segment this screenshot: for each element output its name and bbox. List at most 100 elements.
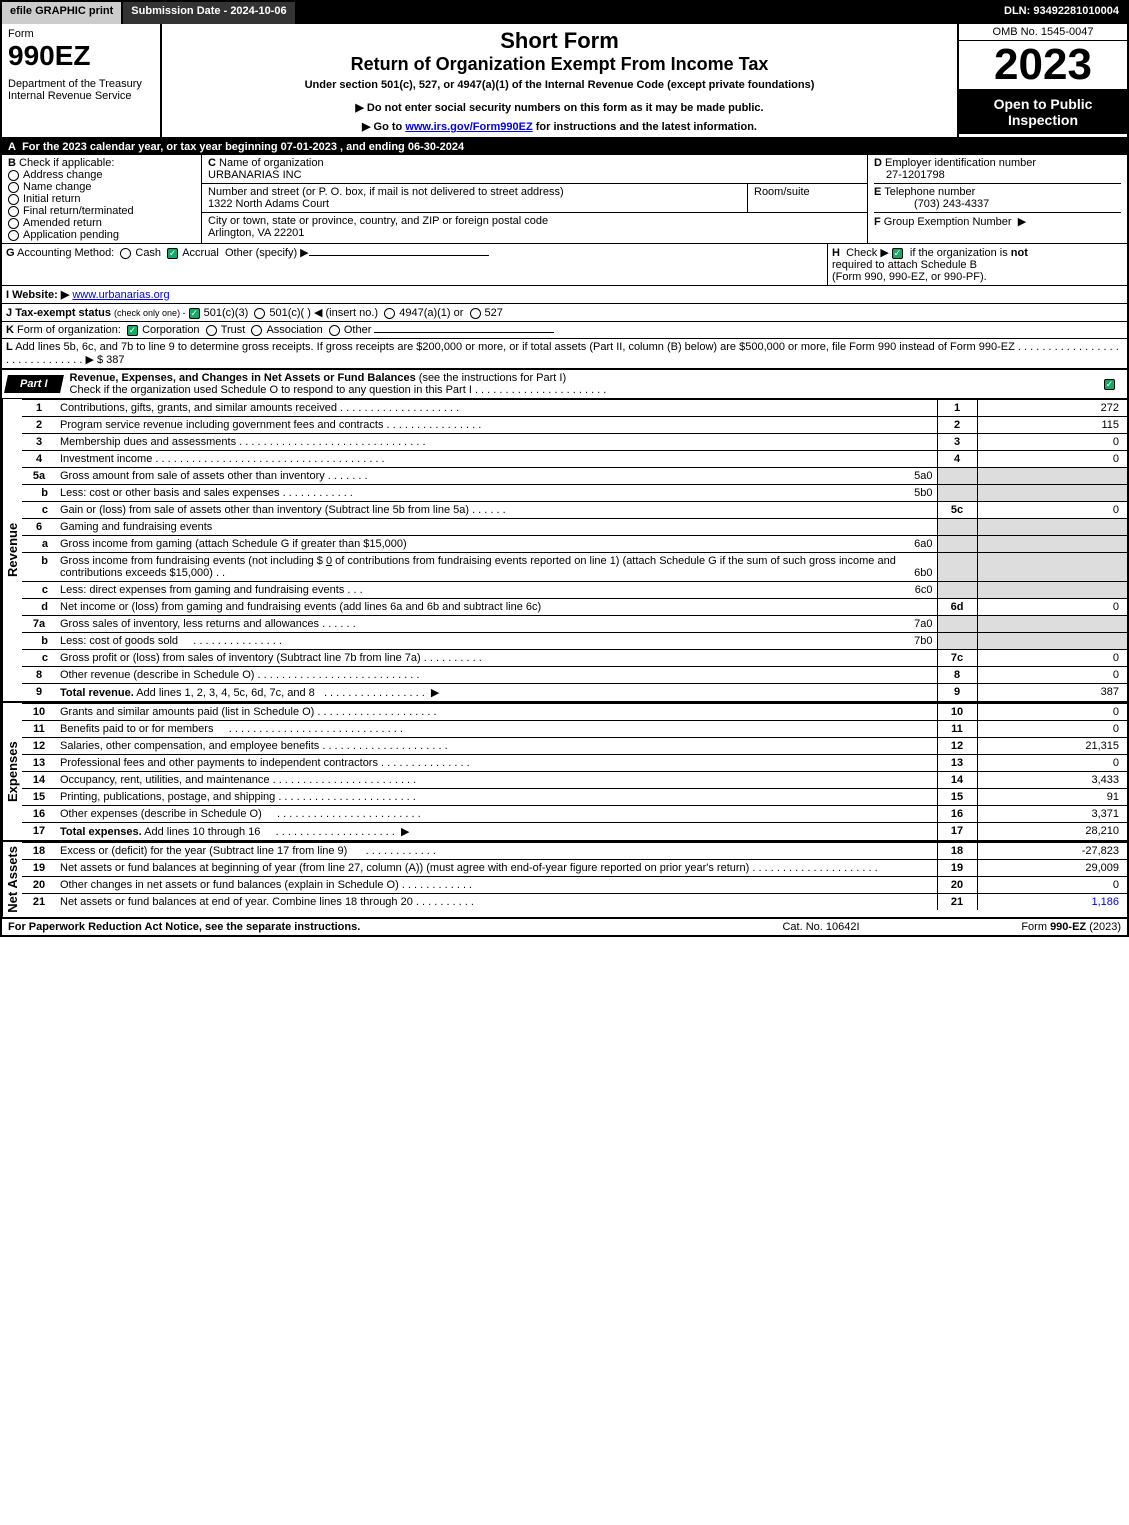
B-item: Initial return bbox=[23, 193, 80, 205]
checkbox-final-return[interactable] bbox=[8, 206, 19, 217]
A-label: A bbox=[8, 141, 16, 153]
checkbox-trust[interactable] bbox=[206, 325, 217, 336]
line-7a-inv: 0 bbox=[926, 618, 932, 630]
G-other: Other (specify) ▶ bbox=[225, 247, 309, 259]
C-label: C bbox=[208, 157, 216, 169]
line-17-txt: Total expenses. Add lines 10 through 16 … bbox=[56, 823, 937, 841]
K-other-fill[interactable] bbox=[374, 332, 554, 333]
badge-line1: Open to Public bbox=[963, 96, 1123, 112]
checkbox-H[interactable] bbox=[892, 248, 903, 259]
line-2-val: 115 bbox=[977, 417, 1127, 434]
B-item: Amended return bbox=[23, 217, 102, 229]
line-10-txt: Grants and similar amounts paid (list in… bbox=[56, 704, 937, 721]
L-text: Add lines 5b, 6c, and 7b to line 9 to de… bbox=[15, 341, 1015, 353]
checkbox-name-change[interactable] bbox=[8, 182, 19, 193]
B-item: Name change bbox=[23, 181, 92, 193]
line-1-txt: Contributions, gifts, grants, and simila… bbox=[56, 400, 937, 417]
K-o3: Association bbox=[266, 324, 322, 336]
E-val: (703) 243-4337 bbox=[874, 198, 989, 210]
form-subtitle: Return of Organization Exempt From Incom… bbox=[168, 54, 951, 75]
line-20-val: 0 bbox=[977, 877, 1127, 894]
F-arrow: ▶ bbox=[1018, 216, 1026, 228]
part-I-check-line: Check if the organization used Schedule … bbox=[70, 384, 472, 396]
line-6b-inv: 0 bbox=[926, 567, 932, 579]
line-7a: Gross sales of inventory, less returns a… bbox=[56, 616, 937, 633]
dept-line2: Internal Revenue Service bbox=[8, 90, 154, 102]
line-14-txt: Occupancy, rent, utilities, and maintena… bbox=[56, 772, 937, 789]
line-16-val: 3,371 bbox=[977, 806, 1127, 823]
checkbox-cash[interactable] bbox=[120, 248, 131, 259]
checkbox-amended-return[interactable] bbox=[8, 218, 19, 229]
line-6c-inv: 0 bbox=[926, 584, 932, 596]
part-I-header: Part I Revenue, Expenses, and Changes in… bbox=[2, 369, 1127, 399]
line-8-txt: Other revenue (describe in Schedule O) .… bbox=[56, 667, 937, 684]
line-6d-val: 0 bbox=[977, 599, 1127, 616]
line-7c-txt: Gross profit or (loss) from sales of inv… bbox=[56, 650, 937, 667]
line-10-val: 0 bbox=[977, 704, 1127, 721]
J-o1: 501(c)(3) bbox=[204, 307, 249, 319]
checkbox-schedule-O[interactable] bbox=[1104, 379, 1115, 390]
checkbox-corporation[interactable] bbox=[127, 325, 138, 336]
checkbox-527[interactable] bbox=[470, 308, 481, 319]
checkbox-application-pending[interactable] bbox=[8, 230, 19, 241]
row-J: J Tax-exempt status (check only one) - 5… bbox=[2, 304, 1127, 322]
line-8-val: 0 bbox=[977, 667, 1127, 684]
expenses-section: Expenses 10Grants and similar amounts pa… bbox=[2, 701, 1127, 840]
K-o4: Other bbox=[344, 324, 372, 336]
checkbox-4947[interactable] bbox=[384, 308, 395, 319]
C-street-lbl: Number and street (or P. O. box, if mail… bbox=[208, 186, 564, 198]
row-K: K Form of organization: Corporation Trus… bbox=[2, 322, 1127, 339]
submission-date: Submission Date - 2024-10-06 bbox=[123, 2, 296, 24]
line-4-val: 0 bbox=[977, 451, 1127, 468]
line-4-txt: Investment income . . . . . . . . . . . … bbox=[56, 451, 937, 468]
dept-line1: Department of the Treasury bbox=[8, 78, 154, 90]
row-I: I Website: ▶ www.urbanarias.org bbox=[2, 286, 1127, 304]
header-mid: Short Form Return of Organization Exempt… bbox=[162, 24, 957, 137]
H-text2: if the organization is bbox=[910, 247, 1011, 259]
expenses-vlabel: Expenses bbox=[2, 703, 22, 840]
B-label: B bbox=[8, 157, 16, 169]
line-6c: Less: direct expenses from gaming and fu… bbox=[56, 582, 937, 599]
H-not: not bbox=[1011, 247, 1028, 259]
B-item: Final return/terminated bbox=[23, 205, 134, 217]
col-B: B Check if applicable: Address change Na… bbox=[2, 155, 202, 243]
checkbox-accrual[interactable] bbox=[167, 248, 178, 259]
checkbox-initial-return[interactable] bbox=[8, 194, 19, 205]
footer-right: Form 990-EZ (2023) bbox=[921, 921, 1121, 933]
line-5c-val: 0 bbox=[977, 502, 1127, 519]
goto-pre: ▶ Go to bbox=[362, 121, 405, 133]
footer-left: For Paperwork Reduction Act Notice, see … bbox=[8, 921, 721, 933]
checkbox-association[interactable] bbox=[251, 325, 262, 336]
H-text4: (Form 990, 990-EZ, or 990-PF). bbox=[832, 271, 987, 283]
checkbox-address-change[interactable] bbox=[8, 170, 19, 181]
header-left: Form 990EZ Department of the Treasury In… bbox=[2, 24, 162, 137]
part-I-note: (see the instructions for Part I) bbox=[419, 372, 566, 384]
L-label: L bbox=[6, 341, 13, 353]
line-16-txt: Other expenses (describe in Schedule O) … bbox=[56, 806, 937, 823]
revenue-section: Revenue 1Contributions, gifts, grants, a… bbox=[2, 399, 1127, 701]
line-5a: Gross amount from sale of assets other t… bbox=[56, 468, 937, 485]
F-head: Group Exemption Number bbox=[884, 216, 1012, 228]
F-label: F bbox=[874, 216, 881, 228]
website-link[interactable]: www.urbanarias.org bbox=[72, 289, 169, 301]
warning-line: ▶ Do not enter social security numbers o… bbox=[168, 101, 951, 114]
efile-print-button[interactable]: efile GRAPHIC print bbox=[2, 2, 123, 24]
col-C: C Name of organization URBANARIAS INC Nu… bbox=[202, 155, 867, 243]
spacer bbox=[297, 2, 996, 24]
G-other-fill[interactable] bbox=[309, 255, 489, 256]
B-head: Check if applicable: bbox=[19, 157, 114, 169]
line-7b: Less: cost of goods sold . . . . . . . .… bbox=[56, 633, 937, 650]
D-label: D bbox=[874, 157, 882, 169]
checkbox-501c[interactable] bbox=[254, 308, 265, 319]
checkbox-501c3[interactable] bbox=[189, 308, 200, 319]
omb-number: OMB No. 1545-0047 bbox=[959, 24, 1127, 41]
form-number: 990EZ bbox=[8, 40, 154, 72]
line-20-txt: Other changes in net assets or fund bala… bbox=[56, 877, 937, 894]
goto-post: for instructions and the latest informat… bbox=[533, 121, 757, 133]
goto-link[interactable]: www.irs.gov/Form990EZ bbox=[405, 121, 532, 133]
K-o2: Trust bbox=[221, 324, 246, 336]
line-5b: Less: cost or other basis and sales expe… bbox=[56, 485, 937, 502]
checkbox-other-org[interactable] bbox=[329, 325, 340, 336]
form-header: Form 990EZ Department of the Treasury In… bbox=[2, 24, 1127, 139]
line-18-txt: Excess or (deficit) for the year (Subtra… bbox=[56, 843, 937, 860]
